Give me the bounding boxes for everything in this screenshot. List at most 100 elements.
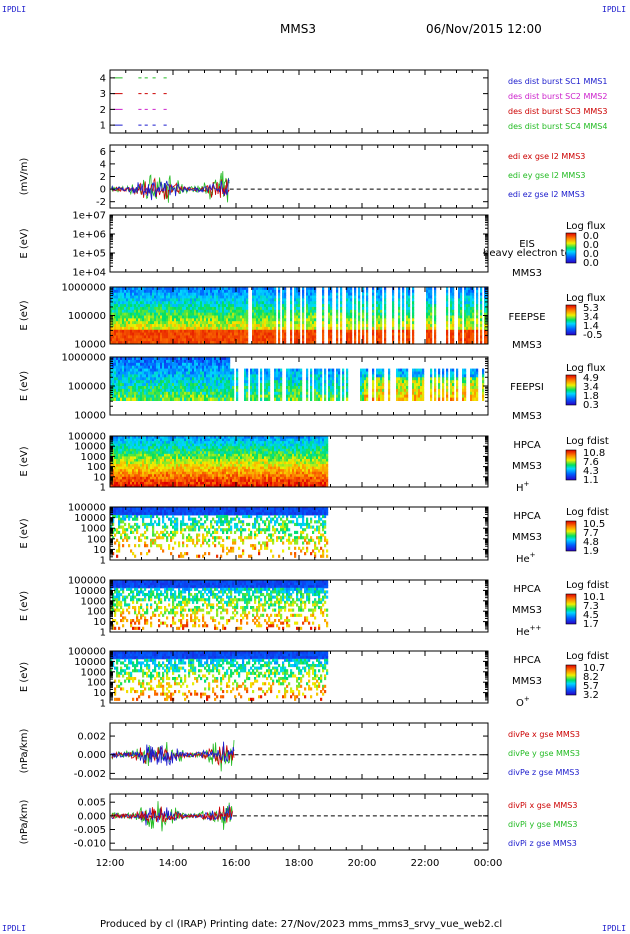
spectrogram-cell	[350, 312, 353, 316]
spectrogram-cell	[178, 374, 181, 378]
spectrogram-cell	[200, 287, 203, 291]
spectrogram-cell	[110, 453, 113, 457]
spectrogram-cell	[388, 374, 391, 378]
spectrogram-cell	[402, 374, 405, 378]
spectrogram-cell	[324, 371, 327, 375]
spectrogram-cell	[450, 380, 453, 384]
spectrogram-cell	[212, 388, 215, 393]
spectrogram-cell	[412, 315, 415, 319]
spectrogram-cell	[298, 394, 301, 399]
spectrogram-cell	[146, 289, 149, 294]
spectrogram-cell	[122, 321, 125, 325]
spectrogram-cell	[468, 292, 471, 297]
spectrogram-cell	[290, 391, 293, 396]
spectrogram-cell	[392, 332, 395, 336]
spectrogram-cell	[294, 386, 297, 390]
spectrogram-cell	[216, 374, 219, 378]
spectrogram-cell	[218, 321, 221, 325]
spectrogram-cell	[192, 306, 195, 311]
spectrogram-cell	[332, 380, 335, 384]
spectrogram-cell	[198, 292, 201, 297]
spectrogram-cell	[286, 397, 289, 401]
spectrogram-cell	[170, 324, 173, 328]
spectrogram-cell	[172, 394, 175, 399]
spectrogram-cell	[112, 391, 115, 396]
spectrogram-cell	[302, 315, 305, 319]
spectrogram-cell	[476, 368, 479, 372]
spectrogram-cell	[450, 388, 453, 393]
spectrogram-cell	[174, 362, 177, 367]
spectrogram-cell	[138, 315, 141, 319]
spectrogram-cell	[186, 318, 189, 322]
spectrogram-cell	[426, 287, 429, 291]
spectrogram-cell	[362, 386, 365, 390]
spectrogram-cell	[260, 391, 263, 396]
spectrogram-cell	[284, 338, 287, 342]
spectrogram-cell	[376, 371, 379, 375]
spectrogram-cell	[332, 386, 335, 390]
spectrogram-cell	[298, 304, 301, 308]
spectrogram-cell	[116, 329, 119, 334]
spectrogram-cell	[350, 309, 353, 314]
spectrogram-cell	[112, 397, 115, 401]
spectrogram-cell	[192, 397, 195, 401]
spectrogram-cell	[330, 326, 333, 331]
spectrogram-cell	[186, 309, 189, 314]
spectrogram-cell	[284, 324, 287, 328]
spectrogram-cell	[442, 394, 445, 399]
spectrogram-cell	[486, 326, 489, 331]
spectrogram-cell	[150, 394, 153, 399]
spectrogram-cell	[238, 309, 241, 314]
spectrogram-cell	[280, 391, 283, 396]
spectrogram-cell	[174, 292, 177, 297]
spectrogram-cell	[476, 318, 479, 322]
spectrogram-cell	[136, 359, 139, 364]
spectrogram-cell	[362, 289, 365, 294]
spectrogram-cell	[224, 391, 227, 396]
spectrogram-cell	[202, 326, 205, 331]
spectrogram-cell	[430, 374, 433, 378]
spectrogram-cell	[134, 362, 137, 367]
spectrogram-cell	[240, 324, 243, 328]
spectrogram-cell	[192, 377, 195, 381]
legend-entry: edi ey gse l2 MMS3	[508, 171, 586, 180]
spectrogram-cell	[190, 380, 193, 384]
spectrogram-cell	[420, 388, 423, 393]
spectrogram-cell	[446, 318, 449, 322]
spectrogram-cell	[132, 306, 135, 311]
spectrogram-cell	[230, 326, 233, 331]
spectrogram-cell	[174, 397, 177, 401]
spectrogram-cell	[262, 329, 265, 334]
spectrogram-cell	[464, 289, 467, 294]
spectrogram-cell	[168, 326, 171, 331]
spectrogram-cell	[336, 329, 339, 334]
spectrogram-cell	[474, 380, 477, 384]
spectrogram-cell	[348, 304, 351, 308]
spectrogram-cell	[122, 359, 125, 364]
spectrogram-cell	[198, 383, 201, 387]
spectrogram-cell	[112, 371, 115, 375]
spectrogram-cell	[206, 362, 209, 367]
spectrogram-cell	[166, 306, 169, 311]
spectrogram-cell	[418, 380, 421, 384]
spectrogram-cell	[302, 326, 305, 331]
spectrogram-cell	[472, 386, 475, 390]
spectrogram-cell	[202, 292, 205, 297]
spectrogram-cell	[146, 377, 149, 381]
spectrogram-cell	[472, 312, 475, 316]
spectrogram-cell	[322, 298, 325, 302]
spectrogram-cell	[362, 377, 365, 381]
y-tick-label: -2	[96, 197, 106, 208]
spectrogram-cell	[208, 357, 211, 361]
spectrogram-cell	[278, 312, 281, 316]
spectrogram-cell	[450, 371, 453, 375]
spectrogram-cell	[358, 332, 361, 336]
spectrogram-cell	[144, 309, 147, 314]
spectrogram-cell	[250, 371, 253, 375]
spectrogram-cell	[354, 335, 357, 339]
spectrogram-cell	[192, 309, 195, 314]
spectrogram-cell	[266, 321, 269, 325]
spectrogram-cell	[338, 374, 341, 378]
spectrogram-cell	[362, 341, 365, 345]
spectrogram-cell	[434, 301, 437, 305]
